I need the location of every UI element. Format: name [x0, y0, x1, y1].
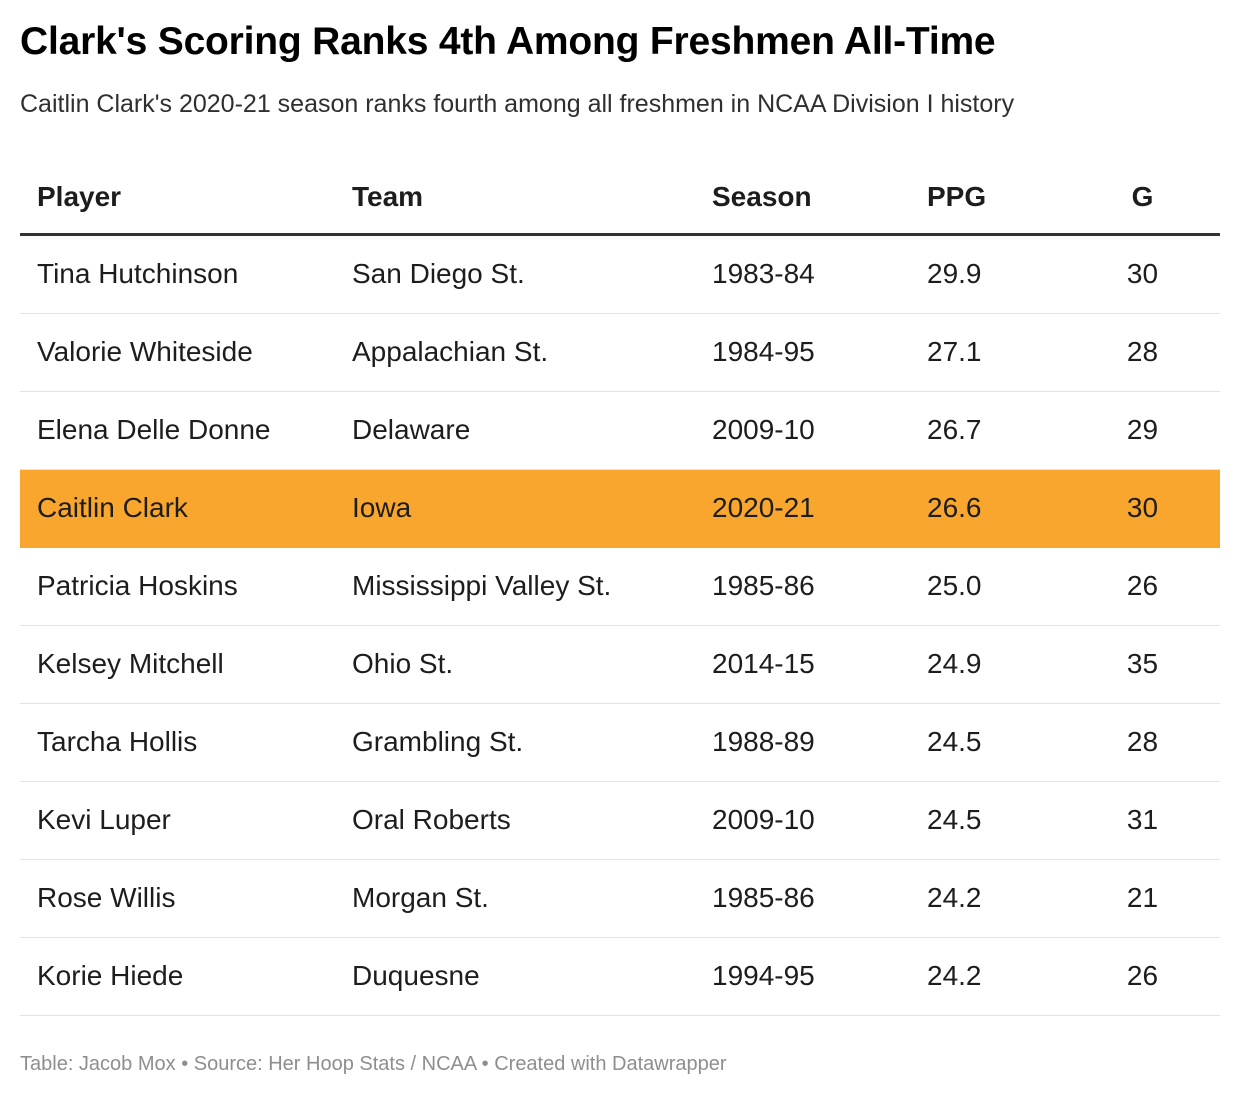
season-cell: 1988-89: [712, 726, 815, 757]
source-footer: Table: Jacob Mox • Source: Her Hoop Stat…: [20, 1053, 727, 1075]
games-cell: 30: [1126, 258, 1159, 289]
table-row-highlighted: Caitlin Clark Iowa 2020-21 26.6 30: [20, 470, 1220, 548]
season-cell: 2020-21: [712, 492, 815, 523]
games-cell: 35: [1126, 648, 1159, 679]
player-cell: Kelsey Mitchell: [37, 648, 224, 679]
team-cell: Iowa: [352, 492, 412, 523]
games-cell: 21: [1126, 882, 1159, 913]
season-cell: 1984-95: [712, 336, 815, 367]
ppg-cell: 27.1: [927, 336, 982, 367]
team-cell: Ohio St.: [352, 648, 454, 679]
player-cell: Korie Hiede: [37, 960, 184, 991]
player-cell: Caitlin Clark: [37, 492, 188, 523]
table-row: Rose Willis Morgan St. 1985-86 24.2 21: [20, 860, 1220, 938]
table-header-row: Player Team Season PPG G: [20, 158, 1220, 236]
team-cell: San Diego St.: [352, 258, 525, 289]
table-row: Valorie Whiteside Appalachian St. 1984-95 2…: [20, 314, 1220, 392]
table-row: Kevi Luper Oral Roberts 2009-10 24.5 31: [20, 782, 1220, 860]
season-cell: 1994-95: [712, 960, 815, 991]
table-body: Tina Hutchinson San Diego St. 1983-84 29.9 3…: [20, 236, 1220, 1016]
games-cell: 28: [1126, 336, 1159, 367]
table-row: Kelsey Mitchell Ohio St. 2014-15 24.9 35: [20, 626, 1220, 704]
season-cell: 1983-84: [712, 258, 815, 289]
player-cell: Tarcha Hollis: [37, 726, 198, 757]
column-header-team[interactable]: Team: [352, 181, 424, 212]
player-cell: Patricia Hoskins: [37, 570, 238, 601]
ppg-cell: 25.0: [927, 570, 982, 601]
team-cell: Duquesne: [352, 960, 480, 991]
table-row: Elena Delle Donne Delaware 2009-10 26.7 29: [20, 392, 1220, 470]
scoring-table: Player Team Season PPG G Tina Hutchinson…: [20, 158, 1220, 1016]
ppg-cell: 24.2: [927, 960, 982, 991]
team-cell: Oral Roberts: [352, 804, 511, 835]
player-cell: Tina Hutchinson: [37, 258, 239, 289]
season-cell: 2009-10: [712, 804, 815, 835]
player-cell: Kevi Luper: [37, 804, 171, 835]
ppg-cell: 24.5: [927, 804, 982, 835]
games-cell: 26: [1126, 570, 1159, 601]
table-row: Tina Hutchinson San Diego St. 1983-84 29.9 3…: [20, 236, 1220, 314]
ppg-cell: 29.9: [927, 258, 982, 289]
season-cell: 2009-10: [712, 414, 815, 445]
table-row: Patricia Hoskins Mississippi Valley St. 19…: [20, 548, 1220, 626]
player-cell: Elena Delle Donne: [37, 414, 271, 445]
ppg-cell: 26.7: [927, 414, 982, 445]
ppg-cell: 24.2: [927, 882, 982, 913]
games-cell: 30: [1126, 492, 1159, 523]
player-cell: Rose Willis: [37, 882, 176, 913]
ppg-cell: 24.5: [927, 726, 982, 757]
ppg-cell: 26.6: [927, 492, 982, 523]
column-header-games[interactable]: G: [1131, 181, 1154, 212]
column-header-player[interactable]: Player: [37, 181, 122, 212]
season-cell: 1985-86: [712, 882, 815, 913]
column-header-season[interactable]: Season: [712, 181, 812, 212]
team-cell: Appalachian St.: [352, 336, 549, 367]
team-cell: Delaware: [352, 414, 471, 445]
games-cell: 29: [1126, 414, 1159, 445]
season-cell: 1985-86: [712, 570, 815, 601]
team-cell: Morgan St.: [352, 882, 489, 913]
table-row: Tarcha Hollis Grambling St. 1988-89 24.5 28: [20, 704, 1220, 782]
ppg-cell: 24.9: [927, 648, 982, 679]
player-cell: Valorie Whiteside: [37, 336, 253, 367]
games-cell: 26: [1126, 960, 1159, 991]
team-cell: Mississippi Valley St.: [352, 570, 612, 601]
chart-subtitle: Caitlin Clark's 2020-21 season ranks fou…: [20, 90, 1015, 118]
team-cell: Grambling St.: [352, 726, 524, 757]
table-row: Korie Hiede Duquesne 1994-95 24.2 26: [20, 938, 1220, 1016]
games-cell: 28: [1126, 726, 1159, 757]
column-header-ppg[interactable]: PPG: [927, 181, 987, 212]
games-cell: 31: [1126, 804, 1159, 835]
chart-title: Clark's Scoring Ranks 4th Among Freshmen…: [20, 20, 996, 63]
season-cell: 2014-15: [712, 648, 815, 679]
